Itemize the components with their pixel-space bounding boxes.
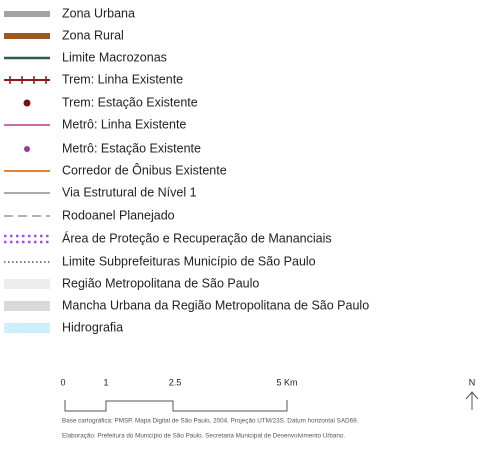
symbol-rural (4, 33, 50, 39)
legend-label: Zona Rural (62, 28, 124, 42)
legend-label: Trem: Estação Existente (62, 95, 198, 109)
legend-label: Trem: Linha Existente (62, 72, 183, 86)
symbol-hydrography (4, 323, 50, 333)
source-text: Elaboração: Prefeitura do Município de S… (62, 433, 345, 440)
scale-label: 5 Km (276, 377, 297, 387)
source-text: Base cartográfica: PMSP. Mapa Digital de… (62, 418, 359, 425)
legend-label: Rodoanel Planejado (62, 208, 175, 222)
symbol-urban-spot (4, 301, 50, 311)
north-label: N (469, 377, 476, 387)
legend-label: Metrô: Linha Existente (62, 117, 186, 131)
legend-label: Via Estrutural de Nível 1 (62, 185, 197, 199)
north-arrow (465, 391, 479, 410)
legend-label: Região Metropolitana de São Paulo (62, 276, 259, 290)
legend-label: Limite Subprefeituras Município de São P… (62, 254, 316, 268)
symbol-train-station (23, 99, 31, 107)
legend-label: Mancha Urbana da Região Metropolitana de… (62, 298, 369, 312)
legend-label: Zona Urbana (62, 6, 135, 20)
legend-label: Metrô: Estação Existente (62, 141, 201, 155)
symbol-train-line (4, 76, 50, 84)
legend-label: Hidrografia (62, 320, 123, 334)
scale-label: 1 (103, 377, 108, 387)
legend-texts: Zona Urbana Zona Rural Limite Macrozonas Tr… (62, 6, 369, 334)
legend-symbols (4, 11, 50, 333)
legend-label: Corredor de Ônibus Existente (62, 162, 227, 177)
symbol-metro-region (4, 279, 50, 289)
scale-label: 2.5 (169, 377, 182, 387)
scale-label: 0 (60, 377, 65, 387)
scale-bar (64, 400, 288, 412)
symbol-protection-area (4, 234, 50, 244)
legend-label: Área de Proteção e Recuperação de Mananc… (62, 230, 332, 245)
legend-label: Limite Macrozonas (62, 50, 167, 64)
symbol-urban (4, 11, 50, 17)
symbol-metro-station (24, 146, 30, 152)
